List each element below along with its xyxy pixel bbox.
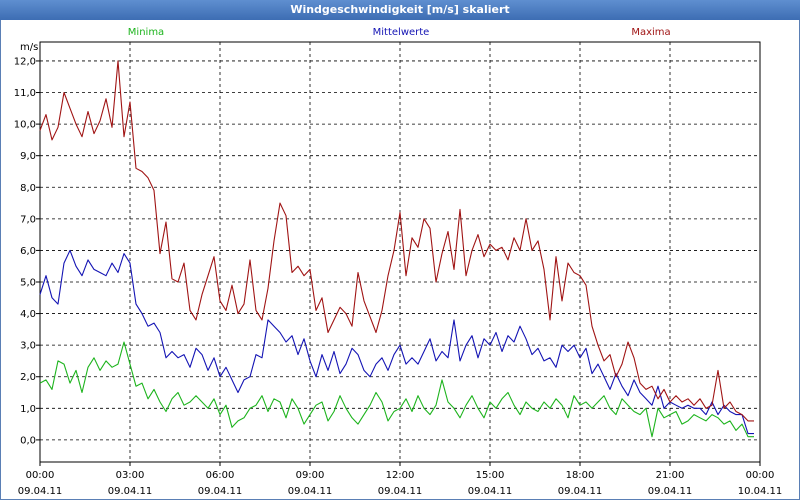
x-tick-date: 09.04.11 [108,486,153,497]
x-tick-date: 09.04.11 [558,486,603,497]
x-tick-time: 06:00 [206,470,235,481]
y-tick-label: 12,0 [14,56,36,67]
legend-minima: Minima [128,27,164,38]
chart-title: Windgeschwindigkeit [m/s] skaliert [0,0,800,20]
series-line-maxima [39,60,754,422]
x-tick-date: 09.04.11 [378,486,423,497]
y-tick-label: 10,0 [14,120,36,131]
y-tick-label: 8,0 [20,183,36,194]
y-tick-label: 3,0 [20,341,36,352]
x-tick-date: 09.04.11 [198,486,243,497]
x-tick-date: 09.04.11 [468,486,513,497]
x-tick-date: 09.04.11 [18,486,63,497]
y-tick-label: 11,0 [14,88,36,99]
y-tick-label: 1,0 [20,404,36,415]
x-tick-time: 18:00 [566,470,595,481]
series-line-mittelwerte [39,249,754,435]
series-line-minima [39,341,754,438]
x-tick-date: 10.04.11 [738,486,783,497]
x-tick-time: 15:00 [476,470,505,481]
x-tick-time: 00:00 [746,470,775,481]
legend-mittelwerte: Mittelwerte [373,27,430,38]
x-tick-time: 12:00 [386,470,415,481]
x-tick-time: 09:00 [296,470,325,481]
x-tick-date: 09.04.11 [288,486,333,497]
x-tick-time: 03:00 [116,470,145,481]
x-tick-time: 21:00 [656,470,685,481]
y-tick-label: 5,0 [20,278,36,289]
y-tick-label: 4,0 [20,309,36,320]
x-tick-date: 09.04.11 [648,486,693,497]
y-tick-label: 0,0 [20,435,36,446]
y-tick-label: 6,0 [20,246,36,257]
y-tick-label: 2,0 [20,372,36,383]
x-tick-time: 00:00 [26,470,55,481]
legend-maxima: Maxima [631,27,670,38]
y-tick-label: 9,0 [20,151,36,162]
y-axis-label: m/s [20,42,38,53]
y-tick-label: 7,0 [20,214,36,225]
